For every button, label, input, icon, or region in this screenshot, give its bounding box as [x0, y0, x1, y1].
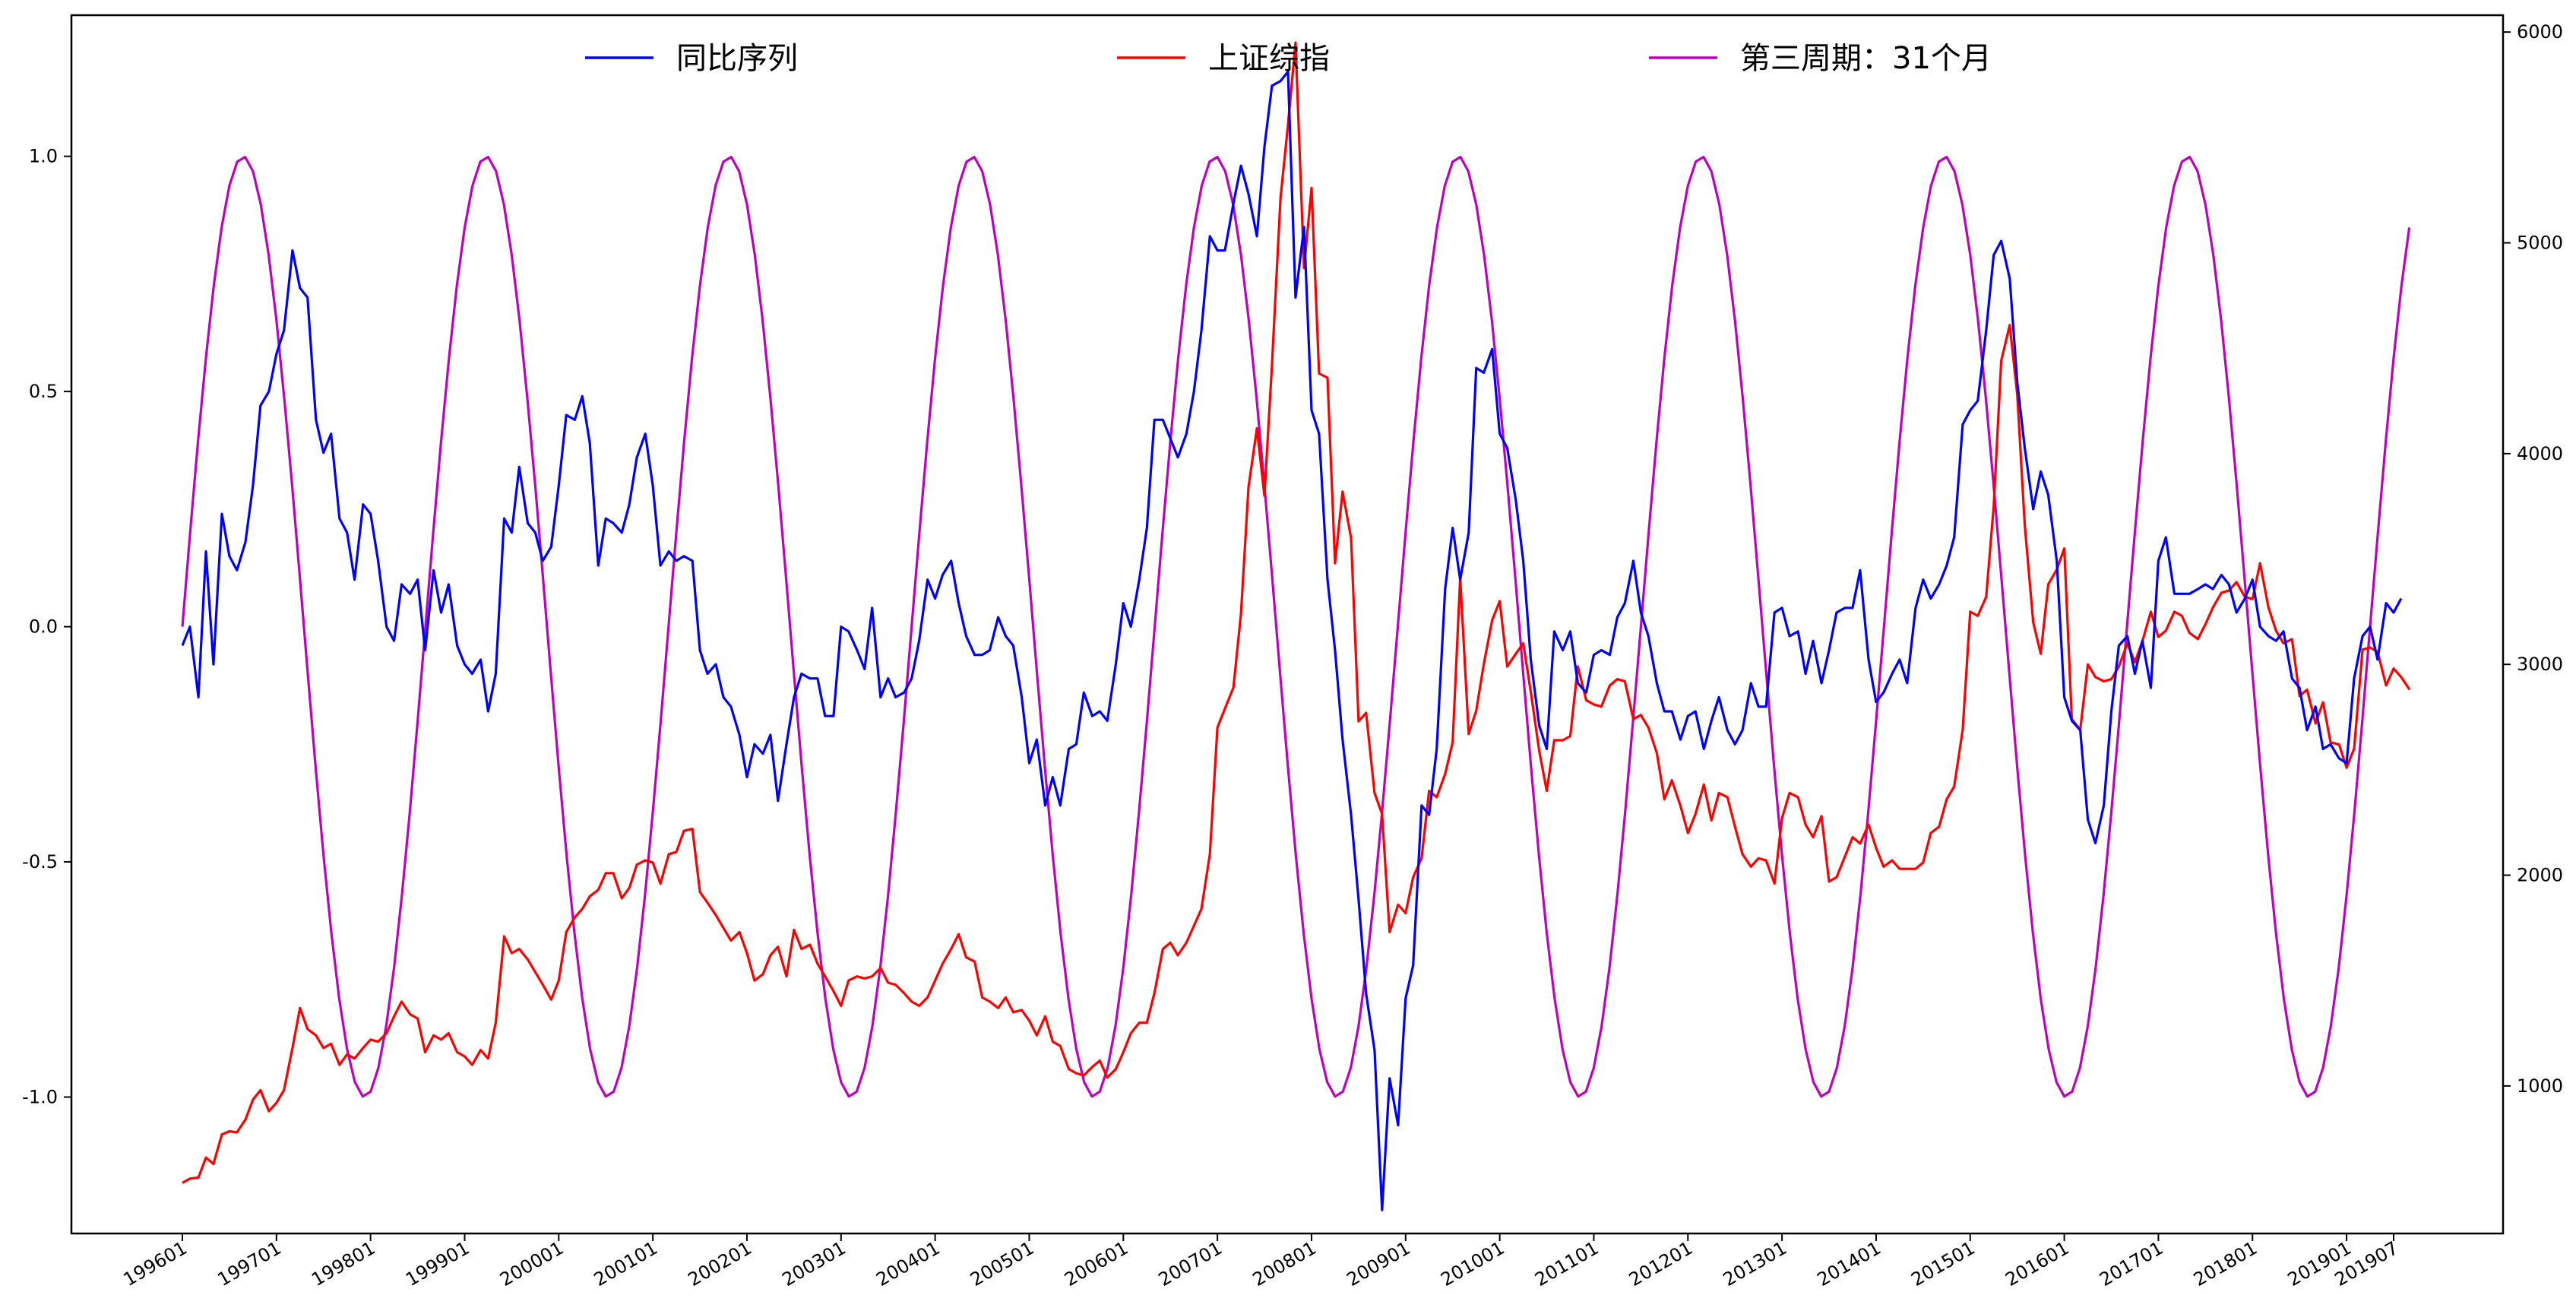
x-tick-label: 200501	[967, 1237, 1037, 1290]
x-tick-label: 200001	[496, 1237, 567, 1290]
y-left-tick-label: 1.0	[29, 146, 58, 167]
x-tick-label: 200301	[778, 1237, 849, 1290]
y-right-tick-label: 2000	[2517, 865, 2563, 886]
y-right-tick-label: 4000	[2517, 443, 2563, 464]
x-tick-label: 201101	[1531, 1237, 1602, 1290]
y-right-tick-label: 6000	[2517, 21, 2563, 43]
y-right-tick-label: 3000	[2517, 654, 2563, 675]
x-tick-label: 200601	[1061, 1237, 1131, 1290]
x-tick-label: 200801	[1249, 1237, 1320, 1290]
x-tick-label: 200201	[685, 1237, 755, 1290]
legend-label: 上证综指	[1208, 41, 1330, 76]
legend: 同比序列 上证综指 第三周期：31个月	[585, 41, 1992, 76]
x-tick-label: 199701	[214, 1237, 284, 1290]
y-left-tick-label: -0.5	[22, 851, 58, 872]
y-left-tick-label: 0.0	[29, 616, 58, 638]
x-tick-label: 200101	[590, 1237, 661, 1290]
series-line-shanghai-index	[182, 41, 2411, 1184]
x-tick-label: 201401	[1814, 1237, 1885, 1290]
y-right-tick-label: 1000	[2517, 1075, 2563, 1097]
x-tick-label: 199901	[402, 1237, 473, 1290]
x-tick-label: 199601	[120, 1237, 191, 1290]
series-line-cycle-31m	[181, 155, 2411, 1098]
x-tick-label: 199801	[308, 1237, 378, 1290]
x-tick-label: 201701	[2096, 1237, 2166, 1290]
x-tick-label: 201001	[1437, 1237, 1508, 1290]
x-tick-label: 200701	[1155, 1237, 1226, 1290]
series-line-yoy	[181, 70, 2403, 1211]
plot-frame	[70, 14, 2505, 1235]
plot-area	[181, 41, 2411, 1211]
y-left-tick-label: -1.0	[22, 1087, 58, 1108]
x-tick-label: 200401	[872, 1237, 943, 1290]
y-left-tick-label: 0.5	[29, 381, 58, 402]
x-tick-label: 201601	[2002, 1237, 2072, 1290]
x-tick-label: 201501	[1907, 1237, 1978, 1290]
x-tick-label: 201301	[1720, 1237, 1790, 1290]
x-tick-label: 201201	[1625, 1237, 1696, 1290]
x-tick-label: 201801	[2190, 1237, 2261, 1290]
legend-label: 同比序列	[676, 41, 798, 76]
y-right-tick-label: 5000	[2517, 233, 2563, 254]
x-tick-label: 200901	[1343, 1237, 1413, 1290]
legend-label: 第三周期：31个月	[1740, 41, 1992, 76]
